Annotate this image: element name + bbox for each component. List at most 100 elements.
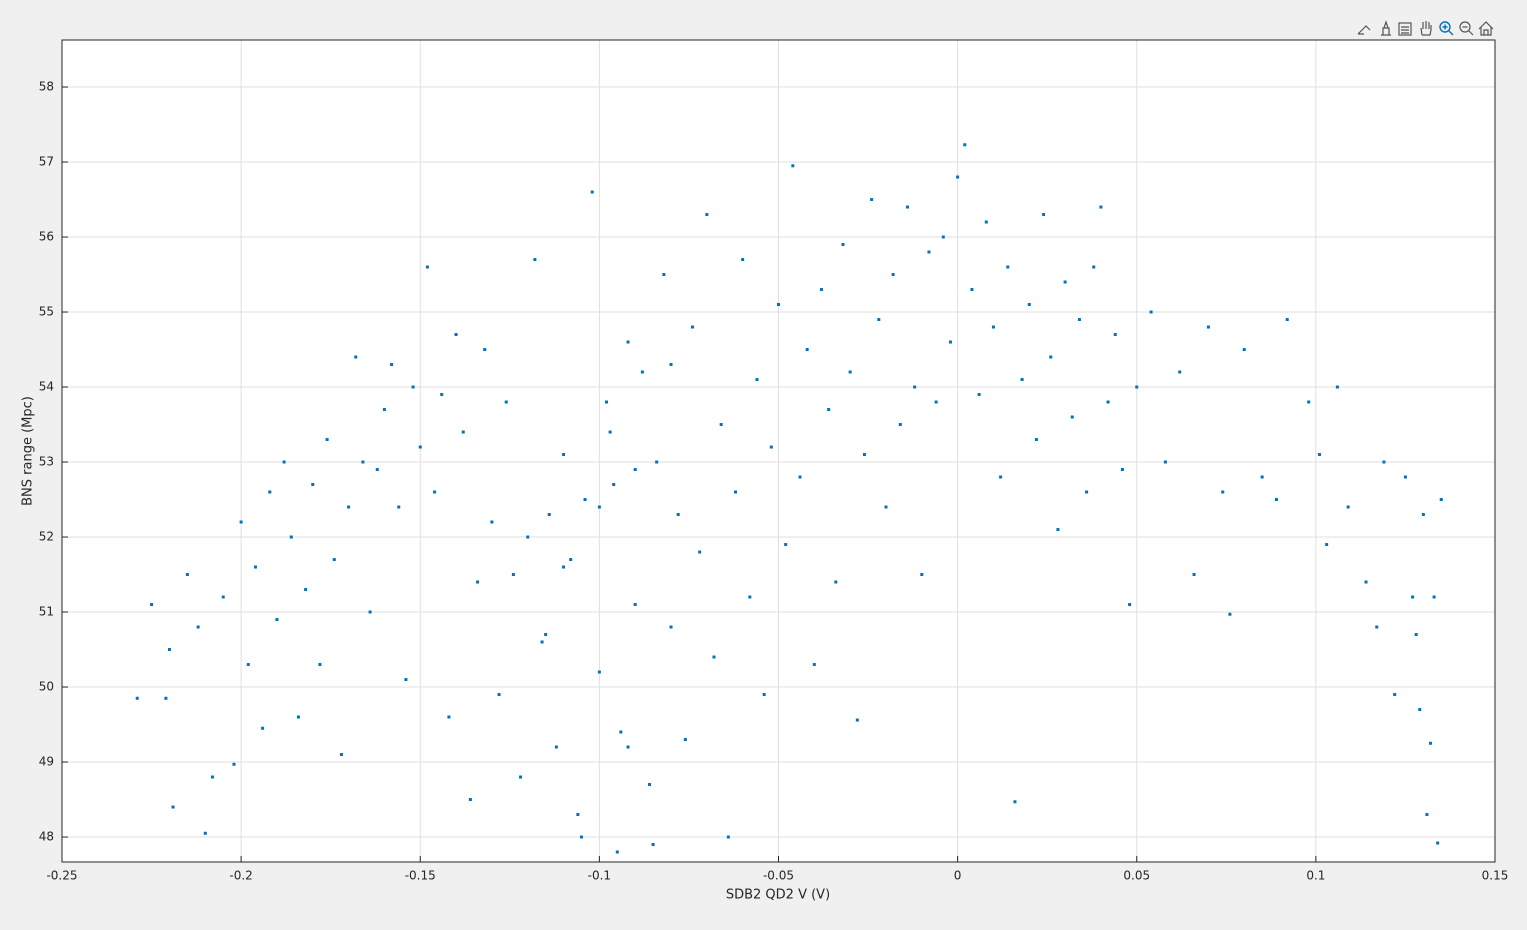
scatter-point xyxy=(1274,498,1278,502)
scatter-point xyxy=(150,603,154,607)
scatter-point xyxy=(497,693,501,697)
scatter-point xyxy=(676,513,680,517)
scatter-point xyxy=(562,565,566,569)
scatter-point xyxy=(425,265,429,269)
scatter-point xyxy=(651,843,655,847)
scatter-point xyxy=(905,205,909,209)
scatter-point xyxy=(956,175,960,179)
y-tick-label: 58 xyxy=(39,80,54,94)
scatter-point xyxy=(135,696,139,700)
scatter-point xyxy=(196,625,200,629)
scatter-point xyxy=(1135,385,1139,389)
scatter-point xyxy=(734,490,738,494)
scatter-point xyxy=(347,505,351,509)
scatter-point xyxy=(1163,460,1167,464)
scatter-point xyxy=(1439,498,1443,502)
scatter-point xyxy=(579,835,583,839)
scatter-point xyxy=(805,348,809,352)
home-tool[interactable] xyxy=(1478,21,1494,36)
scatter-point xyxy=(798,475,802,479)
scatter-point xyxy=(1425,813,1429,817)
scatter-point xyxy=(1128,603,1132,607)
scatter-point xyxy=(1049,355,1053,359)
scatter-point xyxy=(1027,303,1031,307)
scatter-point xyxy=(590,190,594,194)
scatter-point xyxy=(726,835,730,839)
scatter-point xyxy=(612,483,616,487)
scatter-point xyxy=(411,385,415,389)
scatter-point xyxy=(777,303,780,307)
scatter-point xyxy=(1178,370,1182,374)
scatter-point xyxy=(712,655,716,659)
zoom-in-tool[interactable] xyxy=(1439,21,1454,36)
scatter-point xyxy=(619,730,623,734)
scatter-point xyxy=(490,520,494,524)
scatter-point xyxy=(913,385,917,389)
scatter-point xyxy=(741,258,745,262)
scatter-point xyxy=(540,640,544,644)
pan-tool[interactable] xyxy=(1420,21,1432,36)
scatter-point xyxy=(304,588,308,592)
brush-tool[interactable] xyxy=(1357,25,1371,35)
scatter-point xyxy=(268,490,272,494)
scatter-point xyxy=(311,483,315,487)
scatter-point xyxy=(171,805,175,809)
scatter-point xyxy=(719,423,723,427)
y-tick-label: 52 xyxy=(39,530,54,544)
scatter-point xyxy=(1375,625,1379,629)
legend-tool[interactable] xyxy=(1398,22,1412,36)
scatter-point xyxy=(991,325,995,329)
scatter-point xyxy=(1418,708,1422,712)
scatter-point xyxy=(1013,800,1017,804)
x-axis-label: SDB2 QD2 V (V) xyxy=(726,888,830,903)
scatter-point xyxy=(569,558,573,562)
points-layer xyxy=(135,143,1443,854)
zoom-out-tool[interactable] xyxy=(1459,21,1474,36)
scatter-point xyxy=(390,363,394,367)
scatter-point xyxy=(454,333,458,337)
scatter-point xyxy=(418,445,422,449)
scatter-point xyxy=(762,693,766,697)
scatter-point xyxy=(547,513,551,517)
scatter-point xyxy=(1393,693,1397,697)
scatter-point xyxy=(544,633,548,637)
scatter-point xyxy=(332,558,336,562)
scatter-point xyxy=(253,565,257,569)
scatter-point xyxy=(368,610,372,614)
scatter-point xyxy=(640,370,644,374)
scatter-point xyxy=(210,775,214,779)
scatter-point xyxy=(812,663,816,667)
x-tick-label: -0.15 xyxy=(405,869,436,883)
scatter-point xyxy=(1411,595,1415,599)
y-tick-label: 56 xyxy=(39,230,54,244)
scatter-point xyxy=(841,243,845,247)
scatter-point xyxy=(615,850,619,854)
scatter-point xyxy=(289,535,293,539)
scatter-point xyxy=(1106,400,1110,404)
scatter-point xyxy=(1070,415,1074,419)
scatter-point xyxy=(504,400,508,404)
y-tick-label: 55 xyxy=(39,305,54,319)
scatter-point xyxy=(698,550,702,554)
scatter-point xyxy=(1436,841,1440,845)
scatter-point xyxy=(669,363,673,367)
scatter-point xyxy=(221,595,225,599)
scatter-point xyxy=(1206,325,1210,329)
y-tick-label: 48 xyxy=(39,830,54,844)
scatter-point xyxy=(583,498,587,502)
scatter-point xyxy=(662,273,666,277)
x-tick-label: -0.2 xyxy=(229,869,252,883)
scatter-point xyxy=(1335,385,1339,389)
scatter-point xyxy=(791,164,795,168)
datatip-tool[interactable] xyxy=(1381,20,1391,36)
x-tick-label: -0.1 xyxy=(588,869,611,883)
y-tick-label: 53 xyxy=(39,455,54,469)
scatter-point xyxy=(984,220,988,224)
scatter-point xyxy=(1221,490,1225,494)
scatter-point xyxy=(511,573,515,577)
scatter-point xyxy=(554,745,558,749)
scatter-point xyxy=(1285,318,1289,322)
x-tick-label: 0 xyxy=(954,869,962,883)
scatter-point xyxy=(963,143,967,147)
